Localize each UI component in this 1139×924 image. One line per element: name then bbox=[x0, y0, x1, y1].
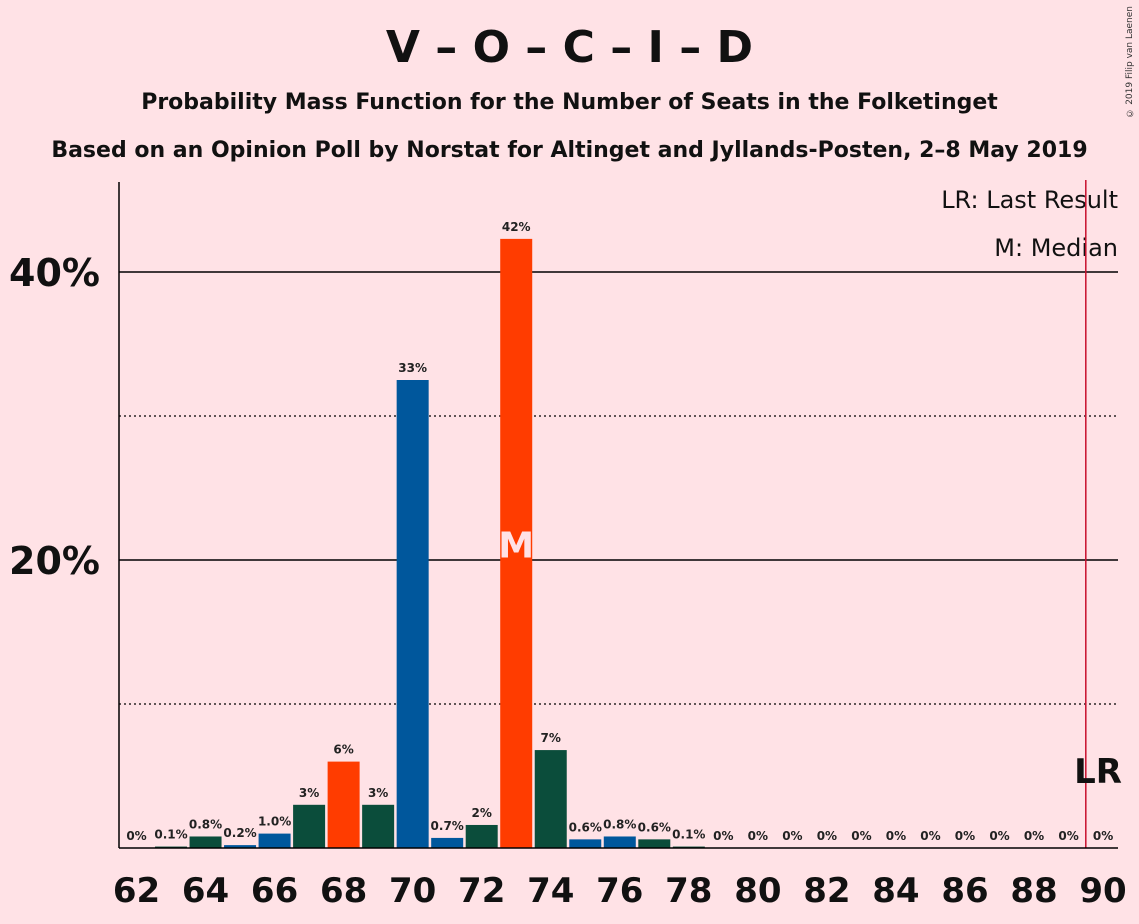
x-tick-label: 90 bbox=[1079, 871, 1126, 911]
data-label-71: 0.7% bbox=[431, 819, 464, 833]
x-tick-label: 88 bbox=[1010, 871, 1057, 911]
data-label-66: 1.0% bbox=[258, 815, 291, 829]
data-label-81: 0% bbox=[782, 829, 802, 843]
bar-75 bbox=[569, 839, 601, 848]
bar-66 bbox=[259, 834, 291, 848]
bar-69 bbox=[362, 805, 394, 848]
x-tick-label: 74 bbox=[527, 871, 574, 911]
data-label-72: 2% bbox=[472, 806, 492, 820]
bar-76 bbox=[604, 836, 636, 848]
axes: 20% 40% LR 62 64 66 68 70 72 74 76 78 80 82 84 86 88 90 bbox=[9, 180, 1127, 911]
last-result-marker: LR bbox=[1074, 752, 1122, 792]
data-label-89: 0% bbox=[1058, 829, 1078, 843]
data-label-85: 0% bbox=[920, 829, 940, 843]
data-label-84: 0% bbox=[886, 829, 906, 843]
y-tick-label: 40% bbox=[9, 251, 100, 295]
bar-68 bbox=[328, 762, 360, 848]
x-tick-label: 66 bbox=[251, 871, 298, 911]
data-label-64: 0.8% bbox=[189, 817, 222, 831]
x-tick-label: 72 bbox=[458, 871, 505, 911]
x-tick-label: 68 bbox=[320, 871, 367, 911]
data-label-78: 0.1% bbox=[672, 828, 705, 842]
data-label-75: 0.6% bbox=[569, 820, 602, 834]
data-label-87: 0% bbox=[989, 829, 1009, 843]
data-label-65: 0.2% bbox=[223, 826, 256, 840]
bar-74 bbox=[535, 750, 567, 848]
data-label-68: 6% bbox=[333, 743, 353, 757]
x-tick-label: 76 bbox=[596, 871, 643, 911]
grid-lines bbox=[119, 272, 1118, 704]
data-label-67: 3% bbox=[299, 786, 319, 800]
x-tick-label: 62 bbox=[113, 871, 160, 911]
x-tick-label: 86 bbox=[941, 871, 988, 911]
data-label-70: 33% bbox=[398, 361, 427, 375]
bar-71 bbox=[431, 838, 463, 848]
x-tick-label: 70 bbox=[389, 871, 436, 911]
bar-72 bbox=[466, 825, 498, 848]
data-label-80: 0% bbox=[748, 829, 768, 843]
data-label-74: 7% bbox=[541, 731, 561, 745]
data-label-73: 42% bbox=[502, 220, 531, 234]
data-label-90: 0% bbox=[1093, 829, 1113, 843]
x-tick-label: 84 bbox=[872, 871, 919, 911]
data-label-76: 0.8% bbox=[603, 817, 636, 831]
x-tick-label: 80 bbox=[734, 871, 781, 911]
data-label-62: 0% bbox=[126, 829, 146, 843]
data-label-83: 0% bbox=[851, 829, 871, 843]
data-label-63: 0.1% bbox=[154, 828, 187, 842]
bar-67 bbox=[293, 805, 325, 848]
x-tick-label: 64 bbox=[182, 871, 229, 911]
data-label-79: 0% bbox=[713, 829, 733, 843]
data-label-69: 3% bbox=[368, 786, 388, 800]
y-tick-label: 20% bbox=[9, 539, 100, 583]
data-labels: 0% 0.1%0.8%0.2%1.0%3%6%3%33%0.7%2%42%7%0.… bbox=[126, 220, 1113, 843]
bar-77 bbox=[638, 839, 670, 848]
bar-series bbox=[155, 239, 705, 848]
data-label-82: 0% bbox=[817, 829, 837, 843]
data-label-77: 0.6% bbox=[638, 820, 671, 834]
bar-64 bbox=[190, 836, 222, 848]
data-label-88: 0% bbox=[1024, 829, 1044, 843]
x-tick-label: 78 bbox=[665, 871, 712, 911]
x-tick-label: 82 bbox=[803, 871, 850, 911]
bar-70 bbox=[397, 380, 429, 848]
data-label-86: 0% bbox=[955, 829, 975, 843]
median-marker: M bbox=[498, 525, 534, 566]
